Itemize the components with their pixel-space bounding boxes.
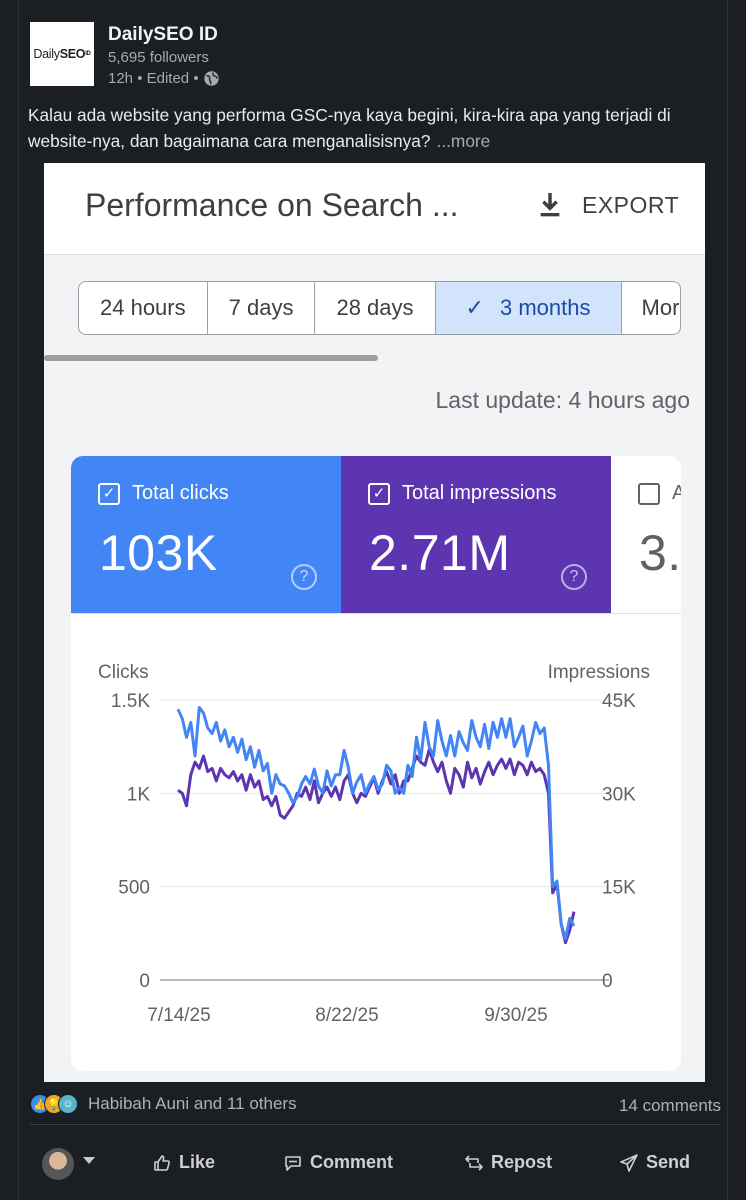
checkbox-empty-icon[interactable] <box>638 482 660 505</box>
chart-svg: Clicks Impressions 1.5K 45K 1K 30K 500 15K 0 0 7… <box>98 662 650 1026</box>
right-tick-label: 30K <box>602 784 636 805</box>
footer-divider <box>30 1124 720 1125</box>
chevron-down-icon[interactable] <box>83 1157 95 1164</box>
average-ctr-value: 3. <box>639 525 681 581</box>
see-more-link[interactable]: ...more <box>436 131 491 151</box>
tab-24-hours[interactable]: 24 hours <box>79 282 208 334</box>
repost-icon <box>465 1154 483 1171</box>
repost-button[interactable]: Repost <box>464 1152 552 1173</box>
reactions-summary[interactable]: 👍 💡 ☺ Habibah Auni and 11 others <box>30 1094 297 1114</box>
author-name[interactable]: DailySEO ID <box>108 24 218 45</box>
post-meta: 12h • Edited • <box>108 70 220 87</box>
check-icon: ✓ <box>465 295 484 320</box>
tab-more[interactable]: Mor <box>641 295 680 320</box>
tab-7-days[interactable]: 7 days <box>208 282 316 334</box>
help-icon[interactable]: ? <box>561 564 587 590</box>
action-bar: Like Comment Repost Send <box>0 1140 746 1190</box>
right-tick-label: 45K <box>602 691 636 712</box>
download-icon <box>540 193 560 217</box>
company-logo[interactable]: Daily SEO ID <box>30 22 94 86</box>
follower-count: 5,695 followers <box>108 49 209 66</box>
x-tick-label: 7/14/25 <box>147 1005 210 1026</box>
send-icon <box>620 1153 638 1172</box>
comment-button[interactable]: Comment <box>283 1152 393 1173</box>
tab-28-days[interactable]: 28 days <box>315 282 436 334</box>
like-button[interactable]: Like <box>152 1152 215 1173</box>
comments-count[interactable]: 14 comments <box>618 1096 721 1115</box>
x-tick-label: 9/30/25 <box>484 1005 547 1026</box>
left-axis-label: Clicks <box>98 662 149 683</box>
x-tick-label: 8/22/25 <box>315 1005 378 1026</box>
globe-icon <box>203 71 219 86</box>
tabs-scrollbar[interactable] <box>44 355 378 361</box>
average-ctr-card[interactable]: A 3. <box>611 456 681 613</box>
funny-reaction-icon: ☺ <box>58 1094 78 1114</box>
left-tick-label: 0 <box>139 971 150 992</box>
avatar[interactable] <box>42 1148 74 1180</box>
left-tick-label: 500 <box>118 878 150 899</box>
date-range-tabs: 24 hours 7 days 28 days ✓ 3 months Mor <box>78 281 681 335</box>
gsc-header: Performance on Search ... EXPORT <box>44 163 705 255</box>
comment-icon <box>285 1155 301 1171</box>
clicks-series-line <box>176 706 576 941</box>
performance-chart: Clicks Impressions 1.5K 45K 1K 30K 500 15K 0 0 7… <box>71 613 681 1071</box>
left-tick-label: 1.5K <box>111 691 150 712</box>
left-tick-label: 1K <box>127 784 151 805</box>
post-text: Kalau ada website yang performa GSC-nya … <box>28 105 671 151</box>
checkbox-checked-icon[interactable]: ✓ <box>98 482 120 505</box>
thumbs-up-icon <box>154 1154 170 1171</box>
right-tick-label: 0 <box>602 971 613 992</box>
right-tick-label: 15K <box>602 878 636 899</box>
tab-3-months[interactable]: ✓ 3 months <box>435 282 622 334</box>
checkbox-checked-icon[interactable]: ✓ <box>368 482 390 505</box>
total-impressions-card[interactable]: ✓ Total impressions 2.71M ? <box>341 456 611 613</box>
total-clicks-value: 103K <box>99 525 218 581</box>
export-button[interactable]: EXPORT <box>534 189 679 221</box>
last-update-text: Last update: 4 hours ago <box>435 387 690 413</box>
gsc-screenshot[interactable]: Performance on Search ... EXPORT 24 hour… <box>44 163 705 1082</box>
total-clicks-card[interactable]: ✓ Total clicks 103K ? <box>71 456 341 613</box>
right-axis-label: Impressions <box>548 662 650 683</box>
page-title: Performance on Search ... <box>85 187 459 223</box>
send-button[interactable]: Send <box>619 1152 690 1173</box>
help-icon[interactable]: ? <box>291 564 317 590</box>
total-impressions-value: 2.71M <box>369 525 511 581</box>
